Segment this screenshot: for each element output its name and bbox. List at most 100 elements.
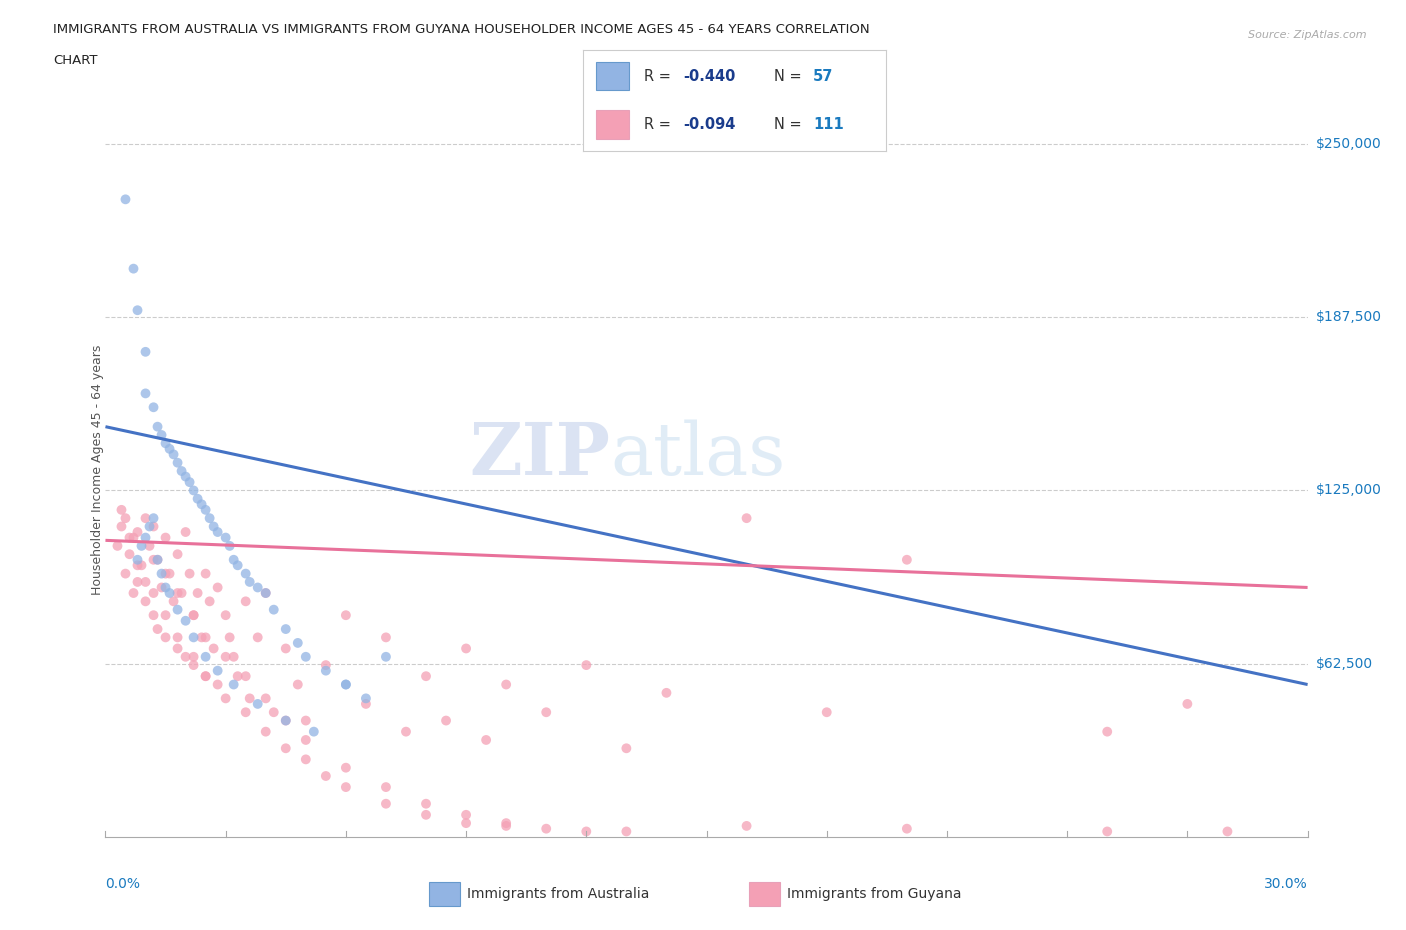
Point [110,519,132,534]
Point [170,463,193,478]
Point [274,641,297,656]
Point [335,779,357,794]
Point [187,491,209,506]
Point [896,821,918,836]
Point [226,669,249,684]
Point [135,530,157,545]
Text: IMMIGRANTS FROM AUSTRALIA VS IMMIGRANTS FROM GUYANA HOUSEHOLDER INCOME AGES 45 -: IMMIGRANTS FROM AUSTRALIA VS IMMIGRANTS … [53,23,870,36]
Point [295,713,318,728]
Text: R =: R = [644,117,675,132]
Point [415,807,437,822]
Point [534,705,557,720]
Point [183,483,205,498]
Point [207,580,229,595]
Point [150,580,173,595]
Text: atlas: atlas [610,419,786,490]
Point [1177,697,1199,711]
Point [218,538,240,553]
Point [194,669,217,684]
Point [295,733,318,748]
Point [150,566,173,581]
Point [174,525,197,539]
Point [415,669,437,684]
Point [214,608,236,623]
Point [162,447,184,462]
Point [142,608,165,623]
Point [135,344,157,359]
Bar [596,62,628,90]
Point [142,511,165,525]
Point [159,586,181,601]
Point [616,824,638,839]
Point [335,677,357,692]
Point [179,566,201,581]
Point [155,630,177,644]
Point [374,649,398,664]
Point [495,816,517,830]
Point [235,705,257,720]
Point [166,456,188,471]
Point [735,818,758,833]
Point [222,552,245,567]
Point [187,586,209,601]
Point [226,558,249,573]
Point [198,511,221,525]
Point [183,608,205,623]
Point [194,669,217,684]
Text: $62,500: $62,500 [1316,657,1374,671]
Point [146,419,169,434]
Text: CHART: CHART [53,54,98,67]
Point [495,677,517,692]
Point [122,586,145,601]
Point [118,547,141,562]
Point [146,552,169,567]
Point [254,724,277,739]
Point [202,641,225,656]
Y-axis label: Householder Income Ages 45 - 64 years: Householder Income Ages 45 - 64 years [90,344,104,595]
Point [166,547,188,562]
Point [575,824,598,839]
Point [135,511,157,525]
Point [127,575,149,590]
Point [254,586,277,601]
Point [315,663,337,678]
Text: Immigrants from Guyana: Immigrants from Guyana [787,886,962,901]
Point [335,608,357,623]
Point [335,760,357,775]
Point [475,733,498,748]
Point [454,807,477,822]
Point [135,594,157,609]
Point [183,658,205,672]
Point [395,724,418,739]
Point [218,630,240,644]
Text: N =: N = [773,117,806,132]
Point [190,630,212,644]
Point [127,525,149,539]
Point [495,818,517,833]
Point [190,497,212,512]
Point [166,630,188,644]
Point [162,594,184,609]
Point [127,552,149,567]
Point [616,741,638,756]
Point [142,552,165,567]
Point [235,594,257,609]
Point [166,603,188,618]
Text: N =: N = [773,69,806,84]
Text: $250,000: $250,000 [1316,137,1382,151]
Point [354,691,377,706]
Point [146,621,169,636]
Point [235,669,257,684]
Point [214,691,236,706]
Text: ZIP: ZIP [470,419,610,490]
Point [155,580,177,595]
Point [315,768,337,783]
Text: -0.094: -0.094 [683,117,735,132]
Point [114,192,136,206]
Point [183,608,205,623]
Point [127,558,149,573]
Point [263,603,285,618]
Point [114,566,136,581]
Point [222,649,245,664]
Point [434,713,457,728]
